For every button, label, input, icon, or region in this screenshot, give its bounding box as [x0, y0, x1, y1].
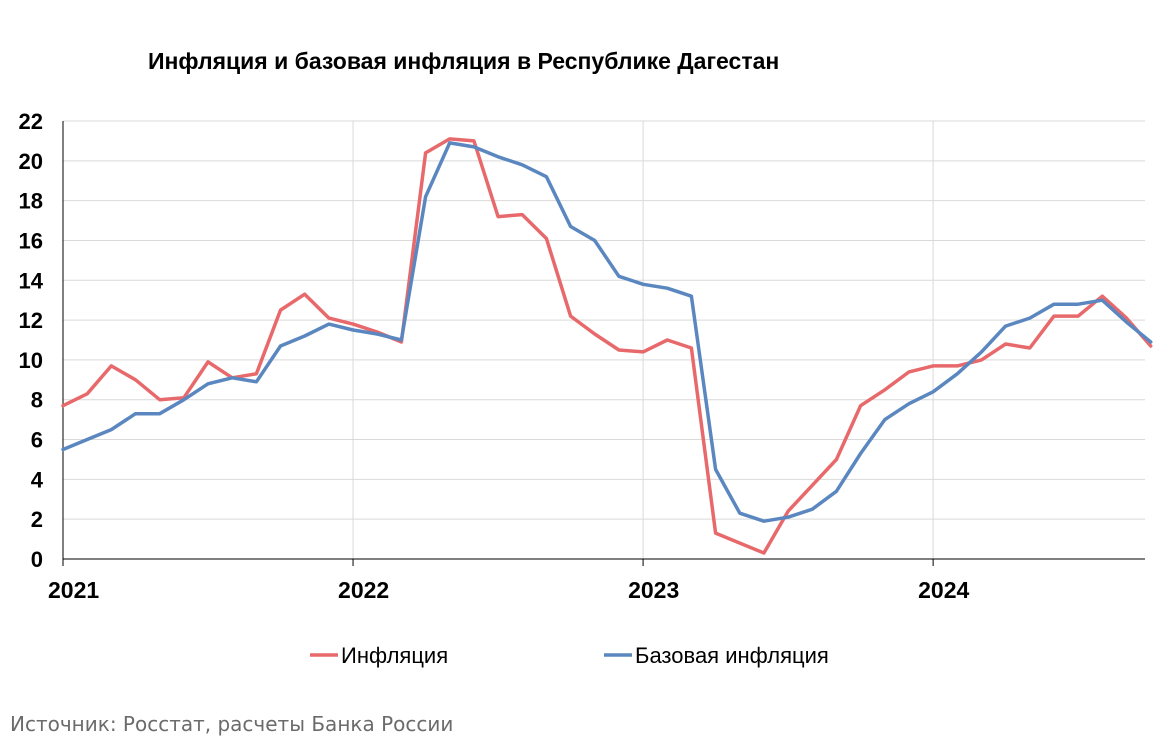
legend-label: Базовая инфляция	[635, 643, 829, 668]
y-tick-labels: 0 2 4 6 8 10 12 14 16 18 20 22	[19, 109, 44, 572]
y-tick-label: 2	[31, 507, 43, 532]
grid	[63, 120, 1145, 559]
y-tick-label: 16	[19, 228, 43, 253]
x-tick-label: 2022	[338, 577, 389, 603]
x-tick-labels: 2021 2022 2023 2024	[48, 577, 969, 603]
y-tick-label: 14	[19, 268, 44, 293]
axes	[62, 121, 1145, 566]
y-tick-label: 8	[31, 388, 43, 413]
y-tick-label: 0	[31, 547, 43, 572]
source-note: Источник: Росстат, расчеты Банка России	[10, 712, 454, 736]
y-tick-label: 4	[31, 467, 44, 492]
y-tick-label: 6	[31, 428, 43, 453]
series-line-core-inflation	[61, 141, 1153, 523]
x-tick-label: 2024	[918, 577, 969, 603]
y-tick-label: 18	[19, 189, 43, 214]
legend: Инфляция Базовая инфляция	[310, 643, 829, 668]
x-tick-label: 2023	[628, 577, 679, 603]
y-tick-label: 12	[19, 308, 43, 333]
chart-title: Инфляция и базовая инфляция в Республике…	[148, 48, 780, 74]
legend-label: Инфляция	[341, 643, 448, 668]
x-tick-label: 2021	[48, 577, 99, 603]
y-tick-label: 10	[19, 348, 43, 373]
series	[61, 137, 1153, 555]
y-tick-label: 20	[19, 149, 43, 174]
y-tick-label: 22	[19, 109, 43, 134]
